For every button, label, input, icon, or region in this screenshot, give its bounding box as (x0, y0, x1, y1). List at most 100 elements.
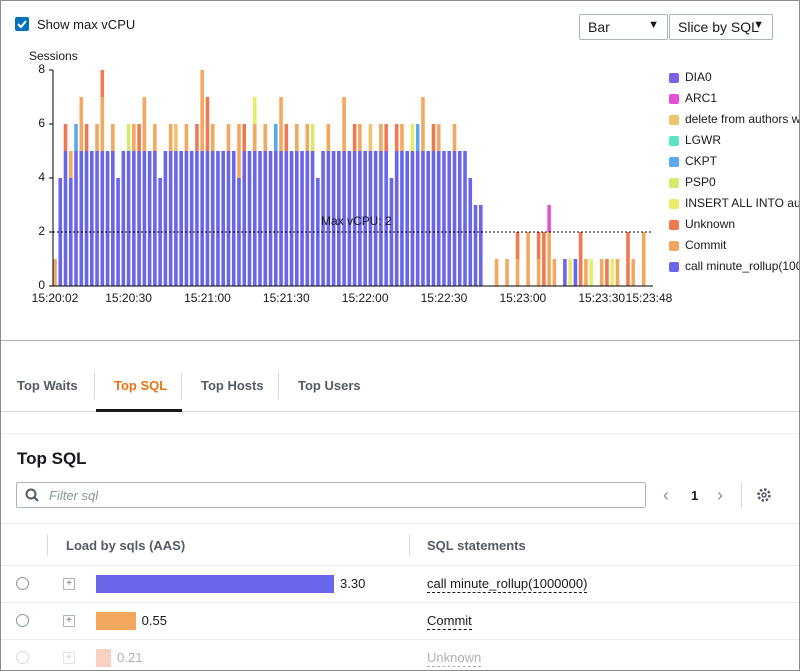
tab[interactable]: Top Waits (17, 378, 78, 393)
bar-segment (589, 259, 593, 286)
bar-segment (536, 232, 541, 259)
bar-segment (284, 151, 289, 286)
bar-segment (126, 124, 131, 151)
bar-segment (358, 124, 362, 151)
bar-segment (121, 151, 126, 286)
section-border (1, 433, 799, 434)
x-tick-label: 15:20:02 (32, 291, 79, 305)
table-top (1, 523, 799, 524)
chart-type-select[interactable]: Bar ▼ (579, 14, 668, 40)
select-value: Slice by SQL (678, 19, 759, 35)
bar-segment (431, 124, 436, 151)
bar-segment (337, 151, 341, 286)
bar-segment (184, 151, 189, 286)
radio[interactable] (16, 577, 29, 590)
column-header[interactable]: SQL statements (427, 538, 526, 553)
legend-swatch (669, 73, 679, 83)
bar-segment (168, 124, 173, 151)
sql-statement[interactable]: call minute_rollup(1000000) (427, 576, 588, 593)
section-title: Top SQL (17, 449, 87, 468)
col-sep (47, 534, 48, 556)
legend-swatch (669, 115, 679, 125)
bar-segment (258, 151, 262, 286)
bar-segment (184, 124, 189, 151)
bar-segment (111, 151, 115, 286)
bar-segment (295, 151, 299, 286)
check-icon (17, 20, 27, 29)
expand-icon[interactable]: + (63, 578, 75, 590)
bar-segment (547, 205, 551, 232)
expand-icon[interactable]: + (63, 652, 75, 664)
bar-segment (331, 151, 336, 286)
bar-segment (321, 151, 325, 286)
bar-segment (200, 70, 204, 151)
load-label: 0.55 (141, 613, 167, 628)
search-icon (25, 488, 39, 502)
y-tick-label: 8 (38, 62, 45, 76)
checkbox-label[interactable]: Show max vCPU (37, 17, 136, 32)
bar-segment (111, 124, 115, 151)
bar-segment (405, 151, 409, 286)
filter-input[interactable]: Filter sql (16, 482, 646, 508)
bar-segment (552, 259, 557, 286)
column-header[interactable]: Load by sqls (AAS) (66, 538, 186, 553)
bar-segment (74, 151, 78, 286)
bar-segment (273, 124, 278, 151)
bar-segment (563, 259, 567, 286)
legend-swatch (669, 94, 679, 104)
next-page[interactable]: › (717, 485, 723, 505)
bar-segment (426, 151, 431, 286)
sql-statement[interactable]: Commit (427, 613, 472, 630)
legend-label: delete from authors w (685, 112, 799, 126)
legend-swatch (669, 262, 679, 272)
sql-statement[interactable]: Unknown (427, 650, 482, 667)
bar-segment (284, 124, 289, 151)
bar-segment (205, 151, 210, 286)
settings-icon[interactable] (755, 486, 773, 504)
tab-border (1, 411, 799, 412)
divider (1, 340, 799, 341)
bar-segment (415, 124, 420, 151)
bar-segment (105, 151, 110, 286)
bar-segment (310, 151, 315, 286)
bar-segment (342, 97, 346, 151)
bar-segment (610, 259, 615, 286)
bar-segment (226, 124, 231, 151)
caret: ▼ (753, 19, 764, 31)
bar-segment (431, 151, 436, 286)
col-sep (409, 534, 410, 556)
page-number[interactable]: 1 (691, 488, 699, 503)
checkbox[interactable] (15, 17, 29, 31)
x-tick-label: 15:21:00 (184, 291, 231, 305)
bar-segment (631, 259, 636, 286)
bar-segment (300, 151, 304, 286)
bar-segment (326, 124, 331, 151)
legend-label: ARC1 (685, 91, 717, 105)
radio[interactable] (16, 614, 29, 627)
bar-segment (452, 151, 457, 286)
bar-segment (305, 151, 310, 286)
legend-label: CKPT (685, 154, 718, 168)
radio[interactable] (16, 651, 29, 664)
filter-placeholder: Filter sql (49, 488, 99, 503)
slice-select[interactable]: Slice by SQL ▼ (669, 14, 773, 40)
tab[interactable]: Top Users (298, 378, 361, 393)
expand-icon[interactable]: + (63, 615, 75, 627)
bar-segment (231, 151, 236, 286)
bar-segment (410, 151, 415, 286)
tab-separator (278, 373, 279, 399)
prev-page[interactable]: ‹ (663, 485, 669, 505)
tab-separator (94, 373, 95, 399)
bar-segment (242, 151, 247, 286)
bar-segment (205, 97, 210, 151)
bar-segment (352, 124, 357, 151)
bar-segment (68, 151, 73, 178)
bar-segment (379, 124, 383, 151)
tab[interactable]: Top SQL (114, 378, 168, 393)
bar-segment (305, 124, 310, 151)
bar-segment (536, 259, 541, 286)
bar-segment (310, 124, 315, 151)
legend-label: DIA0 (685, 70, 712, 84)
tab[interactable]: Top Hosts (201, 378, 264, 393)
bar-segment (279, 97, 283, 151)
